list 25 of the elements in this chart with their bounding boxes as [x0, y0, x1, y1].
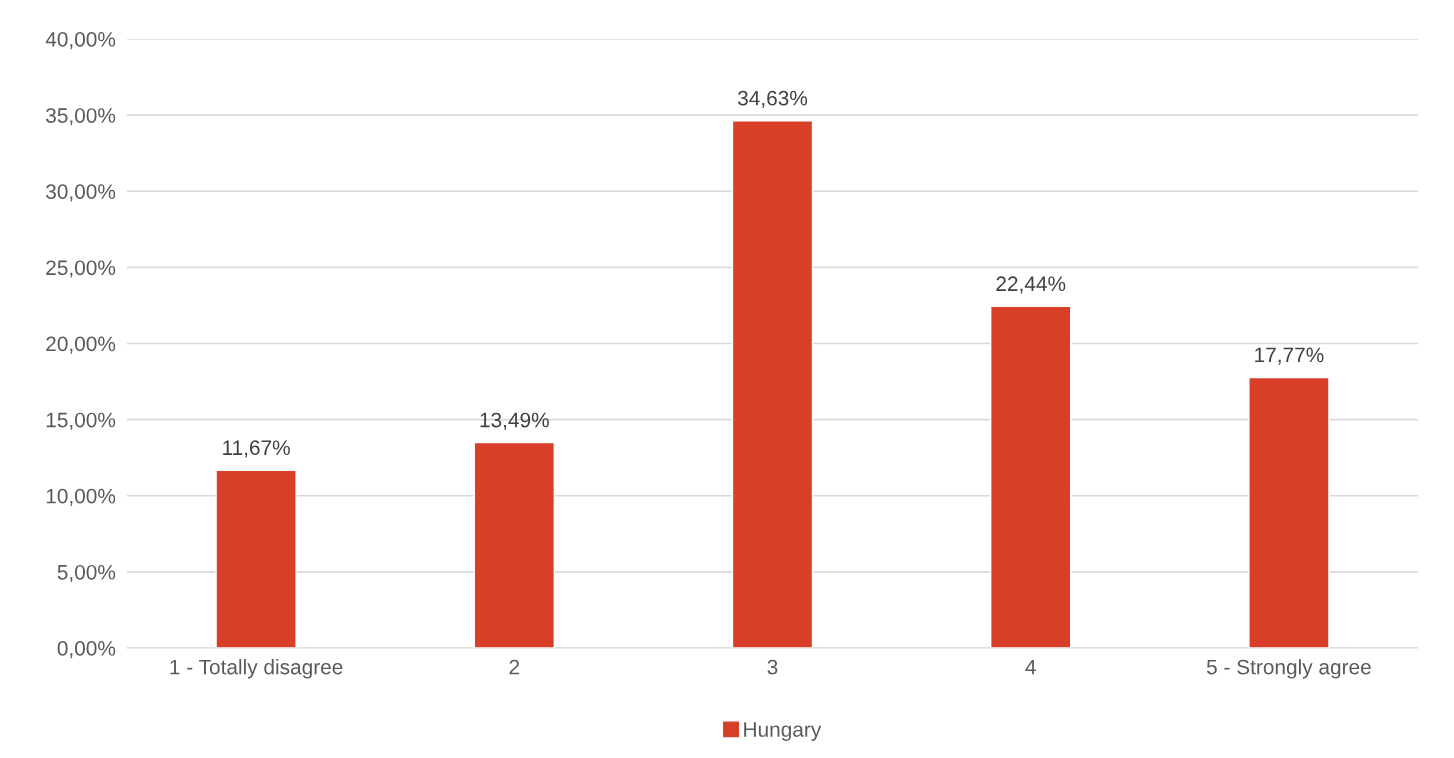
data-label: 22,44%	[996, 276, 1066, 294]
y-tick-label: 25,00%	[46, 260, 116, 278]
y-tick-label: 40,00%	[45, 32, 116, 50]
bar	[215, 469, 297, 648]
y-tick-label: 30,00%	[46, 184, 116, 202]
data-label: 34,63%	[737, 90, 808, 108]
y-tick-label: 0,00%	[57, 641, 116, 659]
bar	[1248, 376, 1330, 648]
data-label: 17,77%	[1255, 347, 1324, 365]
data-label: 13,49%	[480, 412, 549, 430]
bar	[731, 120, 814, 648]
x-tick-label: 2	[509, 659, 520, 675]
legend-label: Hungary	[744, 722, 822, 741]
data-label: 11,67%	[223, 440, 290, 458]
y-tick-label: 15,00%	[46, 412, 116, 430]
bar	[473, 441, 556, 648]
bar	[989, 305, 1072, 648]
y-tick-label: 5,00%	[57, 564, 116, 583]
y-tick-label: 20,00%	[46, 336, 116, 354]
x-tick-label: 3	[767, 659, 778, 675]
y-tick-label: 10,00%	[46, 488, 116, 506]
x-tick-label: 5 - Strongly agree	[1206, 659, 1371, 679]
x-tick-label: 4	[1025, 659, 1036, 675]
y-tick-label: 35,00%	[46, 108, 116, 126]
x-tick-label: 1 - Totally disagree	[170, 659, 343, 679]
